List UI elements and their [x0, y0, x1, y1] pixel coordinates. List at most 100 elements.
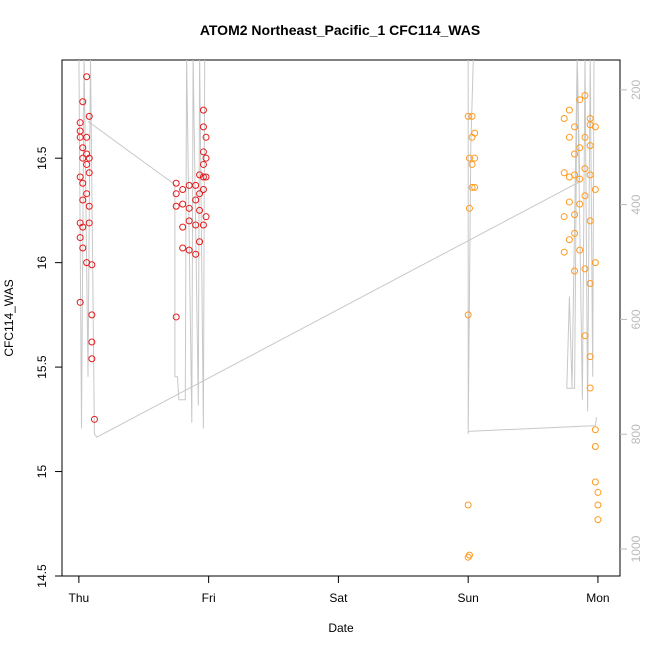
data-point [571, 171, 579, 179]
data-point [465, 204, 473, 212]
data-point [571, 229, 579, 237]
data-point [179, 200, 187, 208]
y2-tick-label: 1000 [629, 535, 643, 562]
data-point [581, 133, 589, 141]
data-point [199, 221, 207, 229]
data-point [76, 298, 84, 306]
data-point [196, 171, 204, 179]
pressure-line [467, 60, 474, 435]
data-point [560, 213, 568, 221]
y2-tick-label: 200 [629, 80, 643, 100]
data-point [83, 133, 91, 141]
data-point [576, 144, 584, 152]
y-tick-label: 15.5 [35, 355, 49, 379]
data-point [196, 238, 204, 246]
x-tick-label: Sat [329, 591, 348, 605]
data-point [565, 106, 573, 114]
data-point [560, 114, 568, 122]
y-tick-label: 16 [35, 256, 49, 270]
data-point [79, 244, 87, 252]
data-point [83, 190, 91, 198]
data-point [172, 202, 180, 210]
data-point [88, 355, 96, 363]
data-point [88, 261, 96, 269]
data-point [199, 173, 207, 181]
data-point [172, 179, 180, 187]
data-point [76, 133, 84, 141]
data-point [464, 501, 472, 509]
x-tick-label: Thu [69, 591, 90, 605]
data-point [581, 92, 589, 100]
data-point [196, 190, 204, 198]
data-point [88, 338, 96, 346]
data-point [79, 223, 87, 231]
data-point [591, 442, 599, 450]
data-point [202, 154, 210, 162]
data-point [560, 248, 568, 256]
data-point [586, 280, 594, 288]
data-point [199, 123, 207, 131]
data-point [576, 246, 584, 254]
data-point [79, 98, 87, 106]
data-point [85, 169, 93, 177]
y2-tick-label: 800 [629, 424, 643, 444]
data-point [586, 384, 594, 392]
data-point [88, 311, 96, 319]
pressure-line [78, 60, 595, 438]
data-point [85, 202, 93, 210]
data-point [571, 150, 579, 158]
data-point [581, 165, 589, 173]
data-point [594, 488, 602, 496]
data-point [199, 160, 207, 168]
data-point [199, 106, 207, 114]
data-point [591, 259, 599, 267]
y-tick-label: 16.5 [35, 146, 49, 170]
data-point [172, 313, 180, 321]
data-point [179, 244, 187, 252]
data-point [83, 160, 91, 168]
data-point [468, 183, 476, 191]
data-point [565, 236, 573, 244]
data-point [581, 332, 589, 340]
data-point [202, 133, 210, 141]
data-point [594, 501, 602, 509]
x-axis-label: Date [328, 621, 354, 635]
data-point [468, 160, 476, 168]
data-point [192, 221, 200, 229]
data-point [172, 190, 180, 198]
data-point [196, 206, 204, 214]
data-point [581, 265, 589, 273]
pressure-line [468, 416, 598, 432]
data-point [79, 196, 87, 204]
y2-tick-label: 400 [629, 194, 643, 214]
data-point [199, 148, 207, 156]
plot-frame [61, 59, 621, 577]
data-point [199, 186, 207, 194]
data-point [591, 478, 599, 486]
data-point [85, 154, 93, 162]
data-point [586, 171, 594, 179]
data-point [471, 129, 479, 137]
data-point [79, 179, 87, 187]
data-point [76, 234, 84, 242]
data-point [76, 173, 84, 181]
data-point [581, 192, 589, 200]
data-point [464, 112, 472, 120]
data-point [591, 426, 599, 434]
data-point [76, 119, 84, 127]
data-point [83, 73, 91, 81]
data-point [192, 196, 200, 204]
data-point [586, 353, 594, 361]
y-tick-label: 14.5 [35, 564, 49, 588]
data-point [468, 112, 476, 120]
data-point [586, 217, 594, 225]
plot-area [76, 60, 602, 561]
data-point [464, 311, 472, 319]
data-point [179, 223, 187, 231]
x-tick-label: Sun [457, 591, 478, 605]
x-tick-label: Fri [202, 591, 216, 605]
data-point [85, 112, 93, 120]
data-point [202, 213, 210, 221]
data-point [90, 415, 98, 423]
